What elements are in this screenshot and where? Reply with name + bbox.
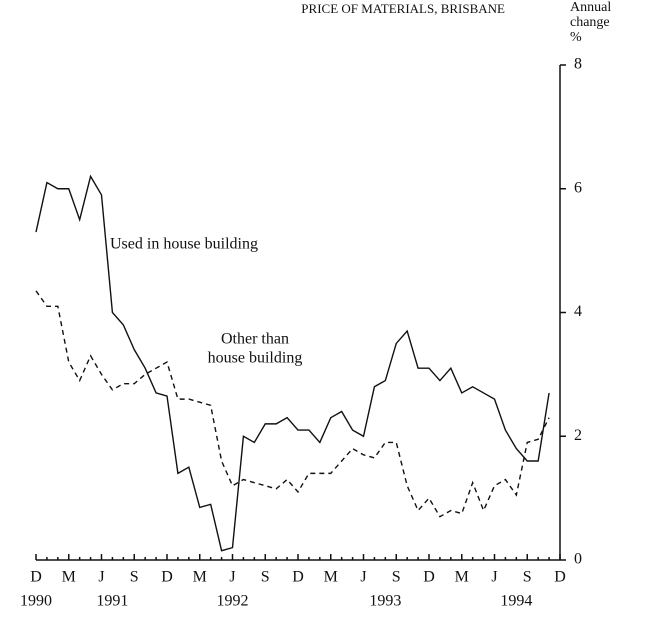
y-tick-label: 2	[574, 427, 582, 444]
year-label: 1994	[500, 593, 532, 610]
series-line	[35, 174, 550, 552]
x-tick-label: D	[423, 569, 435, 586]
y-tick-label: 6	[574, 179, 582, 196]
year-label: 1991	[96, 593, 128, 610]
x-tick-label: S	[261, 569, 270, 586]
x-tick-label: D	[161, 569, 173, 586]
x-tick-label: M	[193, 569, 207, 586]
x-tick-label: M	[324, 569, 338, 586]
x-tick-label: M	[62, 569, 76, 586]
x-tick-label: D	[292, 569, 304, 586]
x-tick-label: S	[130, 569, 139, 586]
x-tick-label: S	[392, 569, 401, 586]
annotation: house building	[208, 350, 303, 367]
series-line	[35, 290, 550, 518]
x-tick-label: D	[554, 569, 566, 586]
x-tick-label: D	[30, 569, 42, 586]
chart-title: PRICE OF MATERIALS, BRISBANE	[301, 1, 505, 16]
x-tick-label: J	[229, 569, 235, 586]
annotation: Used in house building	[110, 236, 258, 253]
y-axis-label: Annual	[570, 0, 611, 15]
year-label: 1993	[369, 593, 401, 610]
x-tick-label: J	[98, 569, 104, 586]
y-axis-label: %	[570, 30, 582, 45]
x-tick-label: J	[360, 569, 366, 586]
x-tick-label: S	[523, 569, 532, 586]
annotation: Other than	[221, 331, 289, 348]
y-tick-label: 4	[574, 303, 582, 320]
year-label: 1990	[20, 593, 52, 610]
x-tick-label: J	[491, 569, 497, 586]
y-tick-label: 0	[574, 551, 582, 568]
y-axis-label: change	[570, 15, 610, 30]
y-tick-label: 8	[574, 56, 582, 73]
year-label: 1992	[217, 593, 249, 610]
x-tick-label: M	[455, 569, 469, 586]
